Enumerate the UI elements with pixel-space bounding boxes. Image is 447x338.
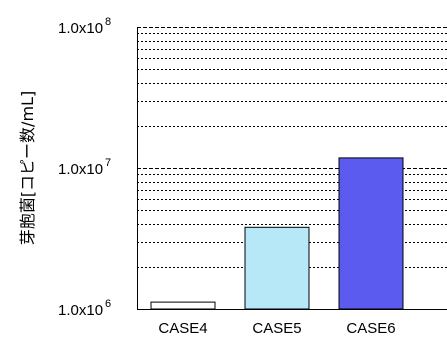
bars xyxy=(150,157,404,310)
y-tick-label: 1.0x10 8 xyxy=(58,16,111,37)
y-tick-label: 1.0x10 7 xyxy=(58,157,111,178)
x-tick-label: CASE4 xyxy=(158,320,207,337)
y-axis-label: 芽胞菌[コピー数/mL] xyxy=(18,91,37,245)
bar-case5 xyxy=(244,226,310,310)
x-tick-labels: CASE4 CASE5 CASE6 xyxy=(158,320,395,337)
y-tick-labels: 1.0x10 6 1.0x10 7 1.0x10 8 xyxy=(58,16,111,319)
bar-case6 xyxy=(338,157,404,310)
bar-case4 xyxy=(150,301,216,310)
x-tick-label: CASE5 xyxy=(252,320,301,337)
x-tick-label: CASE6 xyxy=(346,320,395,337)
y-tick-label: 1.0x10 6 xyxy=(58,298,111,319)
